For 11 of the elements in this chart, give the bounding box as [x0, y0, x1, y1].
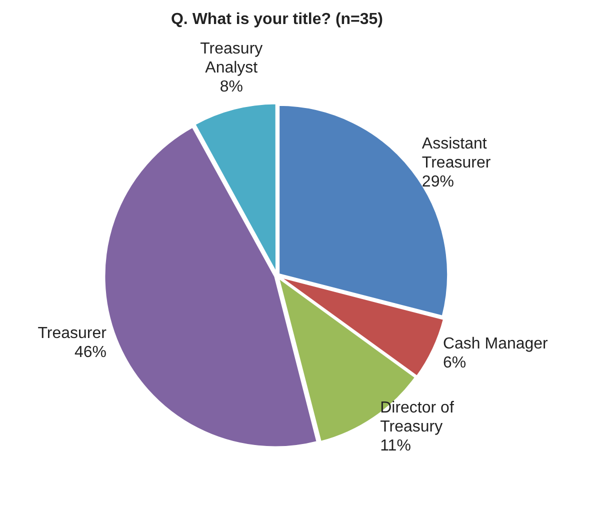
slice-label: Treasurer — [38, 325, 108, 342]
data-label: 6% — [442, 354, 466, 372]
slice-label: Cash Manager — [442, 336, 549, 353]
slice-label: Assistant Treasurer — [422, 136, 492, 172]
data-label: 46% — [74, 344, 106, 362]
slice-label: Treasury Analyst — [200, 40, 263, 76]
slice-label: Director of Treasury — [380, 400, 454, 436]
data-label: 29% — [422, 174, 454, 191]
data-label: 8% — [220, 78, 243, 96]
chart-title: Q. What is your title? (n=35) — [170, 11, 384, 28]
data-label: 11% — [380, 438, 411, 455]
